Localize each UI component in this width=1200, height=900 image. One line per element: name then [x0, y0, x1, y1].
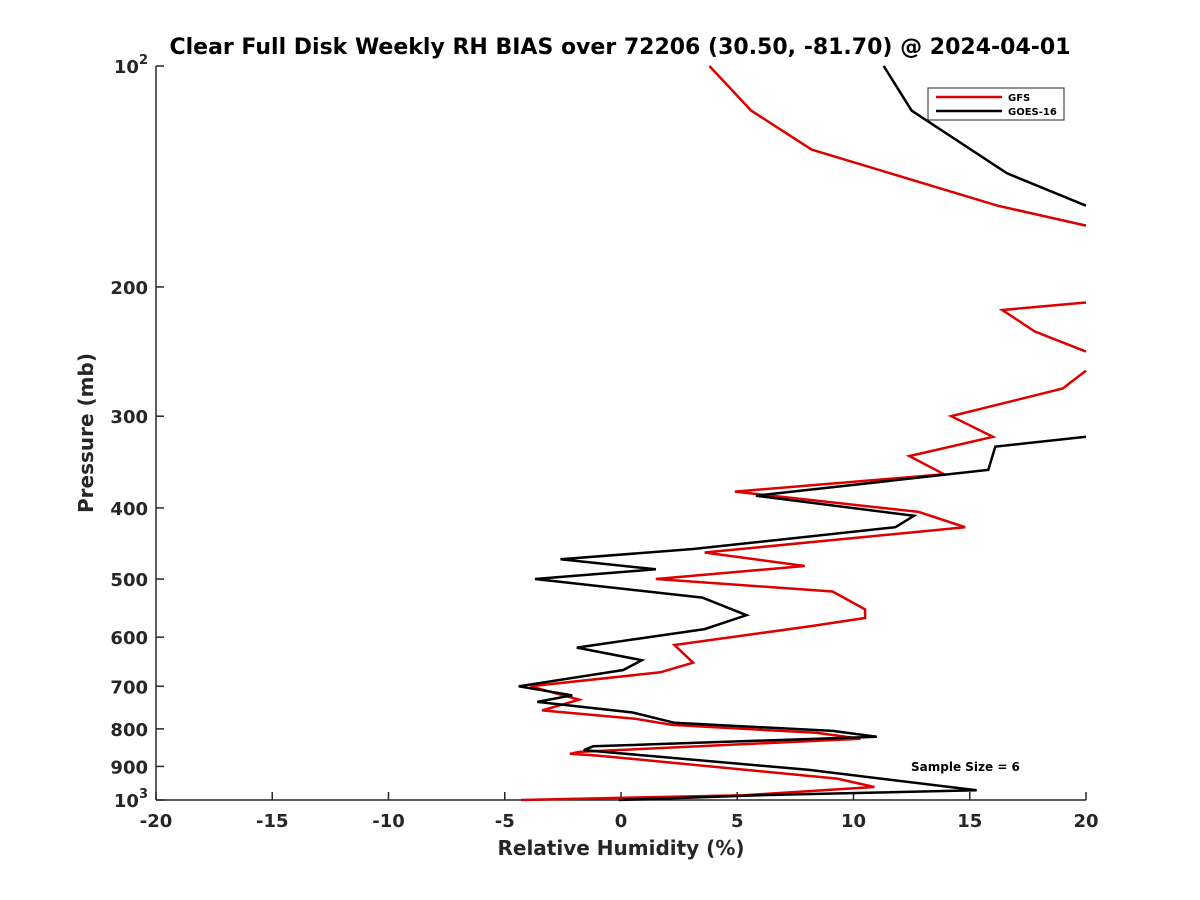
series-line-gfs [520, 369, 1087, 802]
y-tick-label-base: 300 [110, 407, 148, 428]
y-tick-label: 600 [110, 628, 148, 649]
x-axis-label: Relative Humidity (%) [497, 836, 744, 860]
x-tick-label: 10 [841, 811, 866, 832]
y-tick-label-base: 600 [110, 628, 148, 649]
x-tick-label: -15 [256, 811, 289, 832]
x-ticks: -20 -15 -10 -5 0 5 10 15 20 [140, 792, 1099, 832]
series-gfs [520, 65, 1087, 802]
y-tick-label-base: 700 [110, 677, 148, 698]
y-tick-label-exponent: 2 [139, 53, 148, 68]
x-tick-label: 15 [957, 811, 982, 832]
y-tick-label-base: 900 [110, 757, 148, 778]
y-tick-label: 102 [114, 53, 148, 78]
legend-label-gfs: GFS [1008, 93, 1030, 104]
x-tick-label: -5 [495, 811, 515, 832]
sample-size-annotation: Sample Size = 6 [911, 760, 1020, 774]
x-tick-label: 0 [615, 811, 628, 832]
axes [155, 66, 1086, 801]
y-tick-label-base: 10 [114, 57, 139, 78]
series-line-goes-16 [882, 65, 1087, 207]
y-tick-label-exponent: 3 [139, 787, 148, 802]
y-tick-label: 700 [110, 677, 148, 698]
series-line-gfs [998, 301, 1087, 353]
y-tick-label: 200 [110, 278, 148, 299]
x-tick-label: 5 [731, 811, 744, 832]
y-tick-label: 500 [110, 570, 148, 591]
y-tick-label: 300 [110, 407, 148, 428]
y-tick-label: 103 [114, 787, 148, 812]
y-axis-label: Pressure (mb) [74, 353, 98, 513]
x-tick-label: -20 [140, 811, 173, 832]
y-tick-label-base: 10 [114, 791, 139, 812]
y-tick-label-base: 200 [110, 278, 148, 299]
y-tick-label: 900 [110, 757, 148, 778]
series-goes-16 [518, 65, 1087, 802]
series-line-gfs [708, 65, 1087, 227]
y-tick-label: 800 [110, 720, 148, 741]
y-tick-label: 400 [110, 499, 148, 520]
series-line-goes-16 [518, 435, 1087, 802]
legend: GFS GOES-16 [927, 87, 1065, 121]
chart-title: Clear Full Disk Weekly RH BIAS over 7220… [169, 35, 1070, 60]
x-tick-label: 20 [1073, 811, 1098, 832]
y-tick-label-base: 500 [110, 570, 148, 591]
y-tick-label-base: 400 [110, 499, 148, 520]
series-layer [518, 65, 1087, 802]
y-tick-label-base: 800 [110, 720, 148, 741]
x-tick-label: -10 [372, 811, 405, 832]
legend-box [927, 87, 1065, 121]
legend-label-goes-16: GOES-16 [1008, 107, 1057, 118]
